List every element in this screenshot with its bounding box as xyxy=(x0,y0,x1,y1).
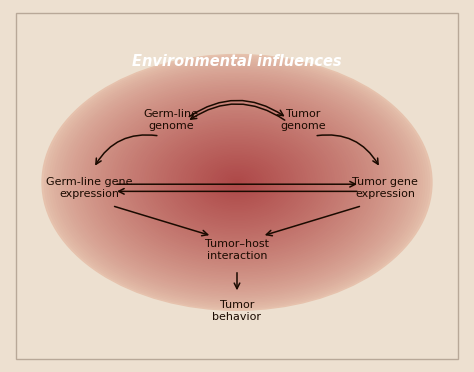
Ellipse shape xyxy=(68,71,406,293)
Ellipse shape xyxy=(201,158,273,206)
Ellipse shape xyxy=(98,91,376,274)
Ellipse shape xyxy=(117,104,357,261)
Ellipse shape xyxy=(41,54,433,311)
Text: Environmental influences: Environmental influences xyxy=(132,54,342,68)
Ellipse shape xyxy=(149,125,325,240)
Ellipse shape xyxy=(110,99,364,266)
Ellipse shape xyxy=(171,139,303,226)
Ellipse shape xyxy=(176,142,298,222)
Ellipse shape xyxy=(183,147,291,218)
Ellipse shape xyxy=(134,115,340,250)
Ellipse shape xyxy=(44,55,430,310)
Text: Tumor gene
expression: Tumor gene expression xyxy=(352,177,418,199)
Ellipse shape xyxy=(56,64,418,301)
Ellipse shape xyxy=(85,83,389,282)
Ellipse shape xyxy=(144,121,330,244)
Ellipse shape xyxy=(132,113,342,251)
Ellipse shape xyxy=(100,92,374,272)
Ellipse shape xyxy=(154,128,320,237)
Ellipse shape xyxy=(159,131,315,234)
Ellipse shape xyxy=(222,173,252,192)
Ellipse shape xyxy=(188,150,286,215)
Ellipse shape xyxy=(166,136,308,229)
Ellipse shape xyxy=(66,70,408,295)
Ellipse shape xyxy=(83,81,391,284)
Ellipse shape xyxy=(161,132,313,232)
Ellipse shape xyxy=(95,89,379,276)
Ellipse shape xyxy=(146,123,328,242)
Ellipse shape xyxy=(102,94,372,271)
Ellipse shape xyxy=(203,160,271,205)
Ellipse shape xyxy=(208,163,266,202)
Ellipse shape xyxy=(112,100,362,264)
Ellipse shape xyxy=(81,80,393,285)
Ellipse shape xyxy=(181,145,293,219)
Ellipse shape xyxy=(198,157,276,208)
Ellipse shape xyxy=(88,84,386,280)
Ellipse shape xyxy=(225,174,249,190)
Ellipse shape xyxy=(235,181,239,184)
Ellipse shape xyxy=(230,177,244,187)
Ellipse shape xyxy=(108,97,366,267)
Ellipse shape xyxy=(54,62,420,303)
Ellipse shape xyxy=(137,116,337,248)
Ellipse shape xyxy=(156,129,318,235)
Text: Germ-line
genome: Germ-line genome xyxy=(144,109,199,131)
Ellipse shape xyxy=(191,152,283,213)
Ellipse shape xyxy=(195,155,279,210)
Ellipse shape xyxy=(151,126,323,239)
Text: Tumor
behavior: Tumor behavior xyxy=(212,300,262,322)
Ellipse shape xyxy=(93,88,381,277)
Ellipse shape xyxy=(71,73,403,292)
Ellipse shape xyxy=(73,75,401,290)
Ellipse shape xyxy=(212,166,262,199)
Ellipse shape xyxy=(105,96,369,269)
Ellipse shape xyxy=(90,86,384,279)
Ellipse shape xyxy=(125,109,349,256)
Ellipse shape xyxy=(205,161,269,203)
Ellipse shape xyxy=(129,112,345,253)
Ellipse shape xyxy=(186,149,288,216)
Ellipse shape xyxy=(173,141,301,224)
Text: Tumor–host
interaction: Tumor–host interaction xyxy=(205,239,269,262)
Ellipse shape xyxy=(169,137,305,227)
Ellipse shape xyxy=(178,144,296,221)
Ellipse shape xyxy=(193,154,281,211)
Ellipse shape xyxy=(115,102,359,263)
FancyBboxPatch shape xyxy=(16,13,458,359)
Ellipse shape xyxy=(218,170,256,195)
Ellipse shape xyxy=(227,176,247,189)
Ellipse shape xyxy=(49,59,425,306)
Text: Germ-line gene
expression: Germ-line gene expression xyxy=(46,177,132,199)
Ellipse shape xyxy=(75,76,399,289)
Ellipse shape xyxy=(119,105,355,260)
Ellipse shape xyxy=(61,67,413,298)
Ellipse shape xyxy=(164,134,310,231)
Ellipse shape xyxy=(215,168,259,197)
Ellipse shape xyxy=(127,110,347,255)
Ellipse shape xyxy=(64,68,410,296)
Ellipse shape xyxy=(232,179,242,186)
Ellipse shape xyxy=(139,118,335,247)
Ellipse shape xyxy=(122,107,352,258)
Ellipse shape xyxy=(46,57,428,308)
Ellipse shape xyxy=(142,120,332,245)
Ellipse shape xyxy=(51,60,423,305)
Ellipse shape xyxy=(58,65,416,300)
Ellipse shape xyxy=(78,78,396,287)
Ellipse shape xyxy=(210,165,264,200)
Ellipse shape xyxy=(220,171,254,194)
Text: Tumor
genome: Tumor genome xyxy=(280,109,326,131)
